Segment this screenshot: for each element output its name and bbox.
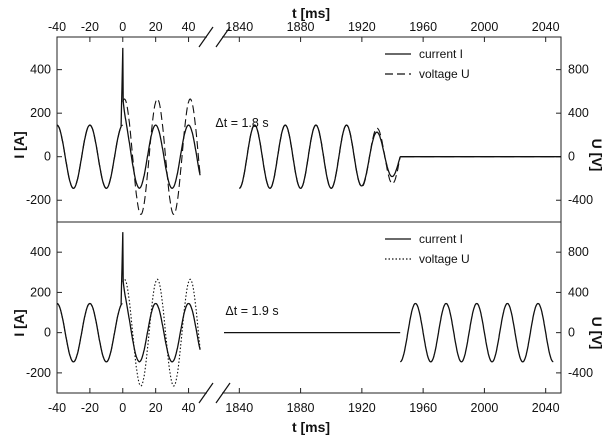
x-tick-label: 1840 [225,401,253,415]
y-left-tick-label: 400 [30,63,51,77]
y-left-tick-label: 400 [30,245,51,259]
legend-entry: current I [419,47,463,61]
delta-t-annotation: Δt = 1.8 s [215,116,268,130]
axis-break-gap [207,390,222,396]
x-tick-label: 20 [149,20,163,34]
x-tick-label: 40 [182,20,196,34]
y-axis-title-left-1: I [A] [11,131,27,158]
legend-entry: voltage U [419,67,470,81]
panel-frame [56,221,562,394]
y-right-tick-label: 400 [568,106,589,120]
x-tick-label: 0 [119,20,126,34]
x-tick-label: 2040 [532,20,560,34]
x-tick-label: 20 [149,401,163,415]
y-right-tick-label: 400 [568,285,589,299]
y-right-tick-label: 800 [568,245,589,259]
panel-frame [56,36,562,223]
x-axis-ticks: -40 -20 0 20 40 1840 1880 1920 1960 2000 2040-40 -2… [48,20,560,415]
x-tick-label: 1840 [225,20,253,34]
y-left-tick-label: -200 [26,193,51,207]
series-voltage-u-line [122,278,201,387]
x-tick-label: 1880 [287,401,315,415]
y-left-tick-label: 200 [30,285,51,299]
y-left-tick-label: 0 [44,150,51,164]
axis-break-marks [198,26,231,404]
axis-break-slash [198,382,214,404]
x-tick-label: 1880 [287,20,315,34]
x-tick-label: 2000 [471,20,499,34]
axis-break-slash [198,26,214,48]
y-right-tick-label: -400 [568,366,593,380]
series-voltage-u-line [239,124,401,189]
panel-2: -200 0 200 400 -400 0 400 800 current I voltage U… [26,221,593,394]
y-axis-title-right-2: U [V] [589,317,605,350]
x-tick-label: 40 [182,401,196,415]
x-axis-title-top: t [ms] [292,5,330,21]
panel-1: -200 0 200 400 -400 0 400 800 current I voltage U… [26,36,593,223]
series-current-i-line [399,302,554,363]
x-tick-label: 2040 [532,401,560,415]
x-tick-label: -20 [81,20,99,34]
axis-break-gap [207,34,222,40]
y-right-tick-label: 800 [568,63,589,77]
delta-t-annotation: Δt = 1.9 s [225,304,278,318]
series-current-i-line [56,47,201,190]
y-left-tick-label: 0 [44,326,51,340]
y-right-tick-label: 0 [568,150,575,164]
y-left-tick-label: -200 [26,366,51,380]
x-tick-label: 1960 [409,20,437,34]
series-voltage-u-line [56,302,123,363]
axis-break-slash [215,26,231,48]
y-axis-title-left-2: I [A] [11,309,27,336]
x-tick-label: 0 [119,401,126,415]
legend-entry: current I [419,232,463,246]
y-left-tick-label: 200 [30,106,51,120]
x-tick-label: 1920 [348,20,376,34]
y-right-tick-label: 0 [568,326,575,340]
legend-entry: voltage U [419,252,470,266]
y-axis-title-right-1: U [V] [589,139,605,172]
x-tick-label: 2000 [471,401,499,415]
x-tick-label: 1960 [409,401,437,415]
x-tick-label: 1920 [348,401,376,415]
plot-panels: -200 0 200 400 -400 0 400 800 current I voltage U… [26,36,593,394]
x-axis-title-bottom: t [ms] [292,419,330,435]
x-tick-label: -20 [81,401,99,415]
axis-break-slash [215,382,231,404]
series-voltage-u-line [56,124,123,189]
y-right-tick-label: -400 [568,193,593,207]
series-voltage-u-line [122,98,201,216]
x-tick-label: -40 [48,401,66,415]
x-tick-label: -40 [48,20,66,34]
